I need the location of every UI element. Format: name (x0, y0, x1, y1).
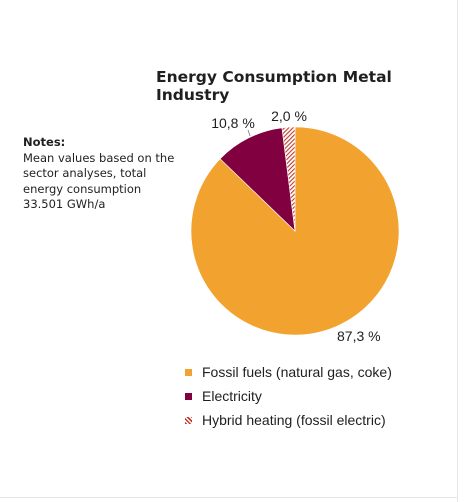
pie-slice-hybrid (281, 126, 296, 232)
pie-label-hybrid: 2,0 % (271, 108, 307, 124)
notes-title: Notes: (23, 135, 66, 149)
notes-panel: Notes: Mean values based on the sector a… (23, 135, 183, 213)
legend-label-fossil: Fossil fuels (natural gas, coke) (202, 364, 392, 380)
legend: Fossil fuels (natural gas, coke) Electri… (185, 360, 392, 432)
pie-label-fossil: 87,3 % (337, 328, 381, 344)
legend-label-hybrid: Hybrid heating (fossil electric) (202, 412, 386, 428)
legend-item-fossil: Fossil fuels (natural gas, coke) (185, 360, 392, 384)
legend-swatch-electricity (185, 392, 192, 400)
legend-swatch-hybrid (185, 416, 192, 424)
legend-swatch-fossil (185, 368, 192, 376)
pie-slice-electricity (219, 127, 296, 232)
legend-item-hybrid: Hybrid heating (fossil electric) (185, 408, 392, 432)
chart-title: Energy Consumption Metal Industry (156, 68, 392, 104)
page-edge-bottom (0, 497, 457, 498)
legend-label-electricity: Electricity (202, 388, 262, 404)
legend-item-electricity: Electricity (185, 384, 392, 408)
notes-body: Mean values based on the sector analyses… (23, 150, 175, 212)
pie-leader-electricity (247, 129, 251, 137)
pie-label-electricity: 10,8 % (211, 115, 255, 131)
page-edge-right (457, 0, 458, 502)
